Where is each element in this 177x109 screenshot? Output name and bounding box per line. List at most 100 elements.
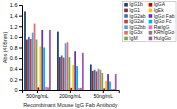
y-tick-label: 0 (14, 87, 17, 93)
bar-series (34, 24, 102, 90)
y-tick: 0.2 (10, 77, 22, 83)
bar (34, 24, 36, 90)
bar (70, 88, 72, 90)
bar (76, 66, 78, 90)
y-tick-mark (19, 58, 22, 59)
y-tick-label: 1.4 (10, 13, 18, 19)
bar (103, 88, 105, 90)
y-tick-mark (19, 26, 22, 27)
y-axis: 0 0.2 0.4 0.6 0.8 1.0 1.2 1.4 1.6 (10, 2, 23, 93)
x-tick: 50ng/mL (94, 90, 114, 99)
bar (92, 71, 94, 90)
x-tick-label: 50ng/mL (94, 93, 114, 99)
bar (26, 40, 28, 90)
bar (36, 40, 38, 90)
y-tick-label: 1.6 (10, 2, 18, 8)
y-tick-mark (19, 48, 22, 49)
bar-series (28, 37, 96, 90)
bar (43, 48, 45, 91)
bar (47, 87, 49, 90)
bar-series (45, 87, 113, 90)
bar (59, 57, 61, 90)
legend: IgG1bIgG1IgG2abIgG2alIgG2bbIgG3xIgMIgGAI… (123, 1, 176, 41)
bar (30, 39, 32, 90)
bar (41, 30, 43, 90)
bar (107, 74, 109, 90)
x-axis: 500ng/mL200ng/mL50ng/mL (23, 90, 120, 99)
legend-swatch (149, 31, 153, 35)
bar (57, 32, 59, 90)
bar-series (49, 30, 117, 90)
bar (72, 65, 74, 90)
legend-frame (123, 2, 176, 42)
bar (94, 70, 96, 90)
y-tick-label: 0.2 (10, 77, 18, 83)
bar (39, 46, 41, 90)
legend-item: IgM (124, 35, 137, 41)
legend-swatch (124, 20, 128, 24)
y-tick-label: 0.4 (10, 66, 18, 72)
y-tick: 0.8 (10, 45, 22, 51)
bar (115, 74, 117, 90)
y-tick-mark (19, 37, 22, 38)
legend-swatch (149, 25, 153, 29)
y-tick-label: 1.2 (10, 24, 18, 30)
bar (100, 70, 102, 90)
legend-swatch (124, 25, 128, 29)
bar (78, 88, 80, 90)
bar-series (41, 30, 109, 90)
y-axis-title: Abs (405nm) (2, 32, 8, 64)
legend-swatch (124, 3, 128, 7)
bar-series (30, 39, 98, 90)
bar (28, 37, 30, 90)
legend-item: HuIgGo (149, 35, 171, 41)
legend-swatch (124, 31, 128, 35)
y-tick-mark (19, 90, 22, 91)
bar (65, 43, 67, 90)
y-tick: 1.2 (10, 24, 22, 30)
bar (111, 89, 113, 90)
x-tick-label: 200ng/mL (59, 93, 81, 99)
bar (63, 58, 65, 90)
bar (69, 57, 71, 90)
y-tick-label: 1.0 (10, 34, 18, 40)
x-axis-title: Recombinant Mouse IgG Fab Antibody (23, 102, 118, 108)
bar-series (47, 87, 115, 90)
bar (67, 42, 69, 90)
y-tick-mark (19, 5, 22, 6)
bar (74, 51, 76, 90)
bar-series (38, 87, 106, 90)
bar (90, 65, 92, 91)
x-tick: 200ng/mL (59, 90, 81, 99)
bar (49, 30, 51, 90)
plot: 00.20.40.60.81.01.21.41.6500ng/mL200ng/m… (10, 2, 119, 99)
chart: 00.20.40.60.81.01.21.41.6500ng/mL200ng/m… (0, 0, 177, 109)
legend-swatch (124, 14, 128, 18)
bar (80, 88, 82, 90)
bar (38, 87, 40, 90)
y-tick-label: 0.8 (10, 45, 18, 51)
y-tick-mark (19, 16, 22, 17)
bar (32, 33, 34, 90)
legend-swatch (149, 14, 153, 18)
legend-label: HuIgGo (154, 35, 171, 41)
bar-series (43, 48, 111, 91)
legend-swatch (124, 9, 128, 13)
bar (113, 89, 115, 90)
legend-swatch (149, 3, 153, 7)
bar (109, 82, 111, 91)
y-tick: 0 (14, 87, 22, 93)
legend-swatch (124, 37, 128, 41)
bar (24, 11, 26, 90)
y-tick-label: 0.6 (10, 55, 18, 61)
bar-series (36, 40, 104, 90)
bar-series (26, 40, 94, 90)
y-tick-mark (19, 69, 22, 70)
y-axis-line (19, 6, 23, 91)
bar (101, 73, 103, 90)
legend-label: IgM (129, 35, 137, 41)
y-tick-mark (19, 79, 22, 80)
legend-swatch (149, 37, 153, 41)
bar (98, 69, 100, 90)
bar (105, 81, 107, 90)
